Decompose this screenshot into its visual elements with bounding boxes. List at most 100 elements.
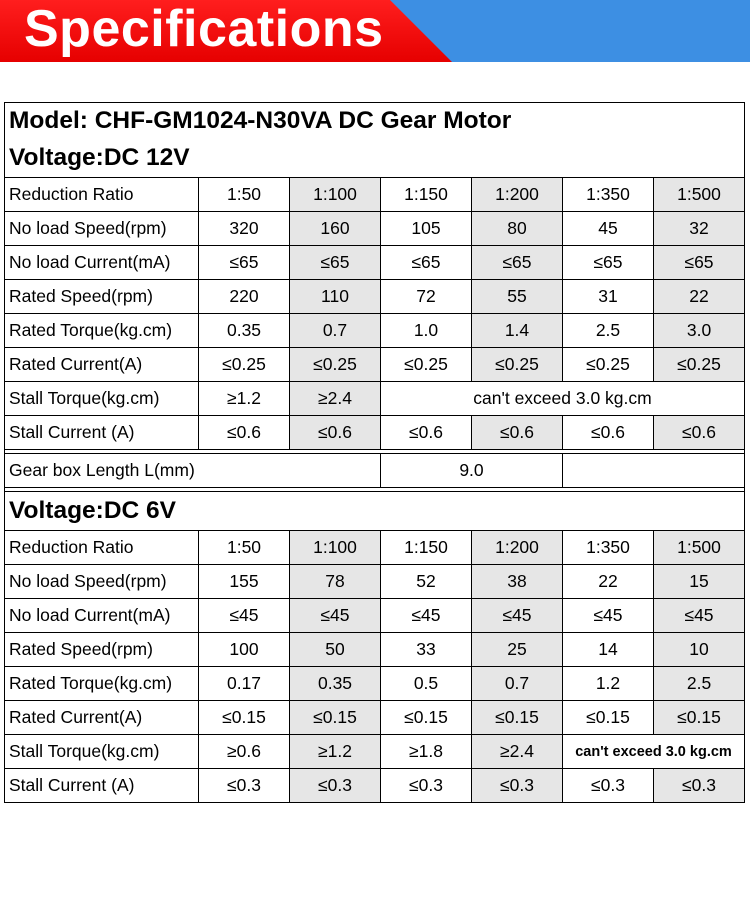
voltage-6v-header: Voltage:DC 6V [3, 491, 746, 531]
voltage-12v-title: Voltage:DC 12V [9, 144, 190, 171]
cell: 1:200 [471, 530, 563, 565]
cell: ≤0.3 [562, 768, 654, 803]
cell: 22 [562, 564, 654, 599]
cell: ≤0.15 [198, 700, 290, 735]
table-row: Stall Current (A) ≤0.6 ≤0.6 ≤0.6 ≤0.6 ≤0… [4, 415, 746, 450]
row-label: Reduction Ratio [4, 530, 199, 565]
cell: ≤0.25 [380, 347, 472, 382]
row-label: Stall Torque(kg.cm) [4, 734, 199, 769]
cell: ≤65 [380, 245, 472, 280]
cell: 0.5 [380, 666, 472, 701]
cell: ≤0.3 [289, 768, 381, 803]
cell: ≤0.3 [471, 768, 563, 803]
cell: ≤0.15 [380, 700, 472, 735]
cell: 1:50 [198, 177, 290, 212]
cell: ≤0.15 [562, 700, 654, 735]
cell: ≤45 [289, 598, 381, 633]
gearbox-row: Gear box Length L(mm) 9.0 [4, 453, 746, 488]
cell: 1:100 [289, 177, 381, 212]
cell: ≤0.15 [289, 700, 381, 735]
row-label: Rated Current(A) [4, 700, 199, 735]
cell: 3.0 [652, 313, 746, 348]
cell: 1:350 [562, 530, 654, 565]
cell: 320 [198, 211, 290, 246]
row-label: Stall Current (A) [4, 415, 199, 450]
cell: 0.7 [289, 313, 381, 348]
spec-table: Model: CHF-GM1024-N30VA DC Gear Motor Vo… [3, 102, 746, 803]
cell: ≤65 [652, 245, 746, 280]
stall-torque-note: can't exceed 3.0 kg.cm [379, 381, 746, 416]
cell: ≤0.6 [198, 415, 290, 450]
cell: ≤65 [289, 245, 381, 280]
table-row: Rated Speed(rpm) 100 50 33 25 14 10 [4, 632, 746, 667]
cell: 31 [562, 279, 654, 314]
cell: ≤45 [380, 598, 472, 633]
specifications-banner: Specifications [0, 0, 750, 62]
table-row: Rated Torque(kg.cm) 0.17 0.35 0.5 0.7 1.… [4, 666, 746, 701]
cell: 45 [562, 211, 654, 246]
cell: 1:50 [198, 530, 290, 565]
cell: ≤0.15 [471, 700, 563, 735]
row-label: No load Current(mA) [4, 245, 199, 280]
cell: 1.2 [562, 666, 654, 701]
cell: ≤0.3 [652, 768, 746, 803]
cell: ≤0.25 [652, 347, 746, 382]
cell: ≤0.3 [198, 768, 290, 803]
cell: 100 [198, 632, 290, 667]
cell: 15 [652, 564, 746, 599]
cell: ≤65 [198, 245, 290, 280]
table-row: Rated Current(A) ≤0.25 ≤0.25 ≤0.25 ≤0.25… [4, 347, 746, 382]
cell: ≤45 [652, 598, 746, 633]
cell: 105 [380, 211, 472, 246]
cell: 1:500 [652, 177, 746, 212]
cell: ≤0.6 [562, 415, 654, 450]
table-row: Stall Torque(kg.cm) ≥0.6 ≥1.2 ≥1.8 ≥2.4 … [4, 734, 746, 769]
cell: 1:350 [562, 177, 654, 212]
cell: 38 [471, 564, 563, 599]
table-row: Rated Torque(kg.cm) 0.35 0.7 1.0 1.4 2.5… [4, 313, 746, 348]
row-label: Rated Current(A) [4, 347, 199, 382]
cell: ≤0.6 [380, 415, 472, 450]
row-label: Stall Torque(kg.cm) [4, 381, 199, 416]
cell: 0.7 [471, 666, 563, 701]
cell: ≤0.15 [652, 700, 746, 735]
cell: 10 [652, 632, 746, 667]
cell: 0.35 [198, 313, 290, 348]
cell: ≤0.3 [380, 768, 472, 803]
cell: ≥2.4 [471, 734, 563, 769]
cell: ≤0.6 [652, 415, 746, 450]
cell: 2.5 [652, 666, 746, 701]
banner-red-band [0, 0, 452, 62]
row-label: No load Speed(rpm) [4, 564, 199, 599]
table-row: No load Speed(rpm) 155 78 52 38 22 15 [4, 564, 746, 599]
stall-torque-note: can't exceed 3.0 kg.cm [561, 734, 746, 769]
row-label: Stall Current (A) [4, 768, 199, 803]
table-row: Stall Current (A) ≤0.3 ≤0.3 ≤0.3 ≤0.3 ≤0… [4, 768, 746, 803]
gearbox-label: Gear box Length L(mm) [4, 453, 381, 488]
cell: ≤0.6 [289, 415, 381, 450]
cell: ≤45 [562, 598, 654, 633]
cell: ≤0.25 [562, 347, 654, 382]
cell: ≥1.2 [198, 381, 290, 416]
cell: 160 [289, 211, 381, 246]
cell: ≤45 [471, 598, 563, 633]
cell: ≥0.6 [198, 734, 290, 769]
model-voltage-12v-header: Model: CHF-GM1024-N30VA DC Gear Motor Vo… [3, 102, 746, 178]
row-label: No load Current(mA) [4, 598, 199, 633]
cell: ≤0.6 [471, 415, 563, 450]
table-row: No load Current(mA) ≤45 ≤45 ≤45 ≤45 ≤45 … [4, 598, 746, 633]
cell: 55 [471, 279, 563, 314]
voltage-6v-title: Voltage:DC 6V [9, 497, 176, 524]
row-label: Reduction Ratio [4, 177, 199, 212]
cell: ≥1.2 [289, 734, 381, 769]
cell: 0.17 [198, 666, 290, 701]
cell: 80 [471, 211, 563, 246]
model-title: Model: CHF-GM1024-N30VA DC Gear Motor [9, 107, 512, 134]
row-label: No load Speed(rpm) [4, 211, 199, 246]
cell: 1:100 [289, 530, 381, 565]
cell: 78 [289, 564, 381, 599]
cell: 52 [380, 564, 472, 599]
row-label: Rated Torque(kg.cm) [4, 666, 199, 701]
cell: 220 [198, 279, 290, 314]
cell: ≤0.25 [289, 347, 381, 382]
